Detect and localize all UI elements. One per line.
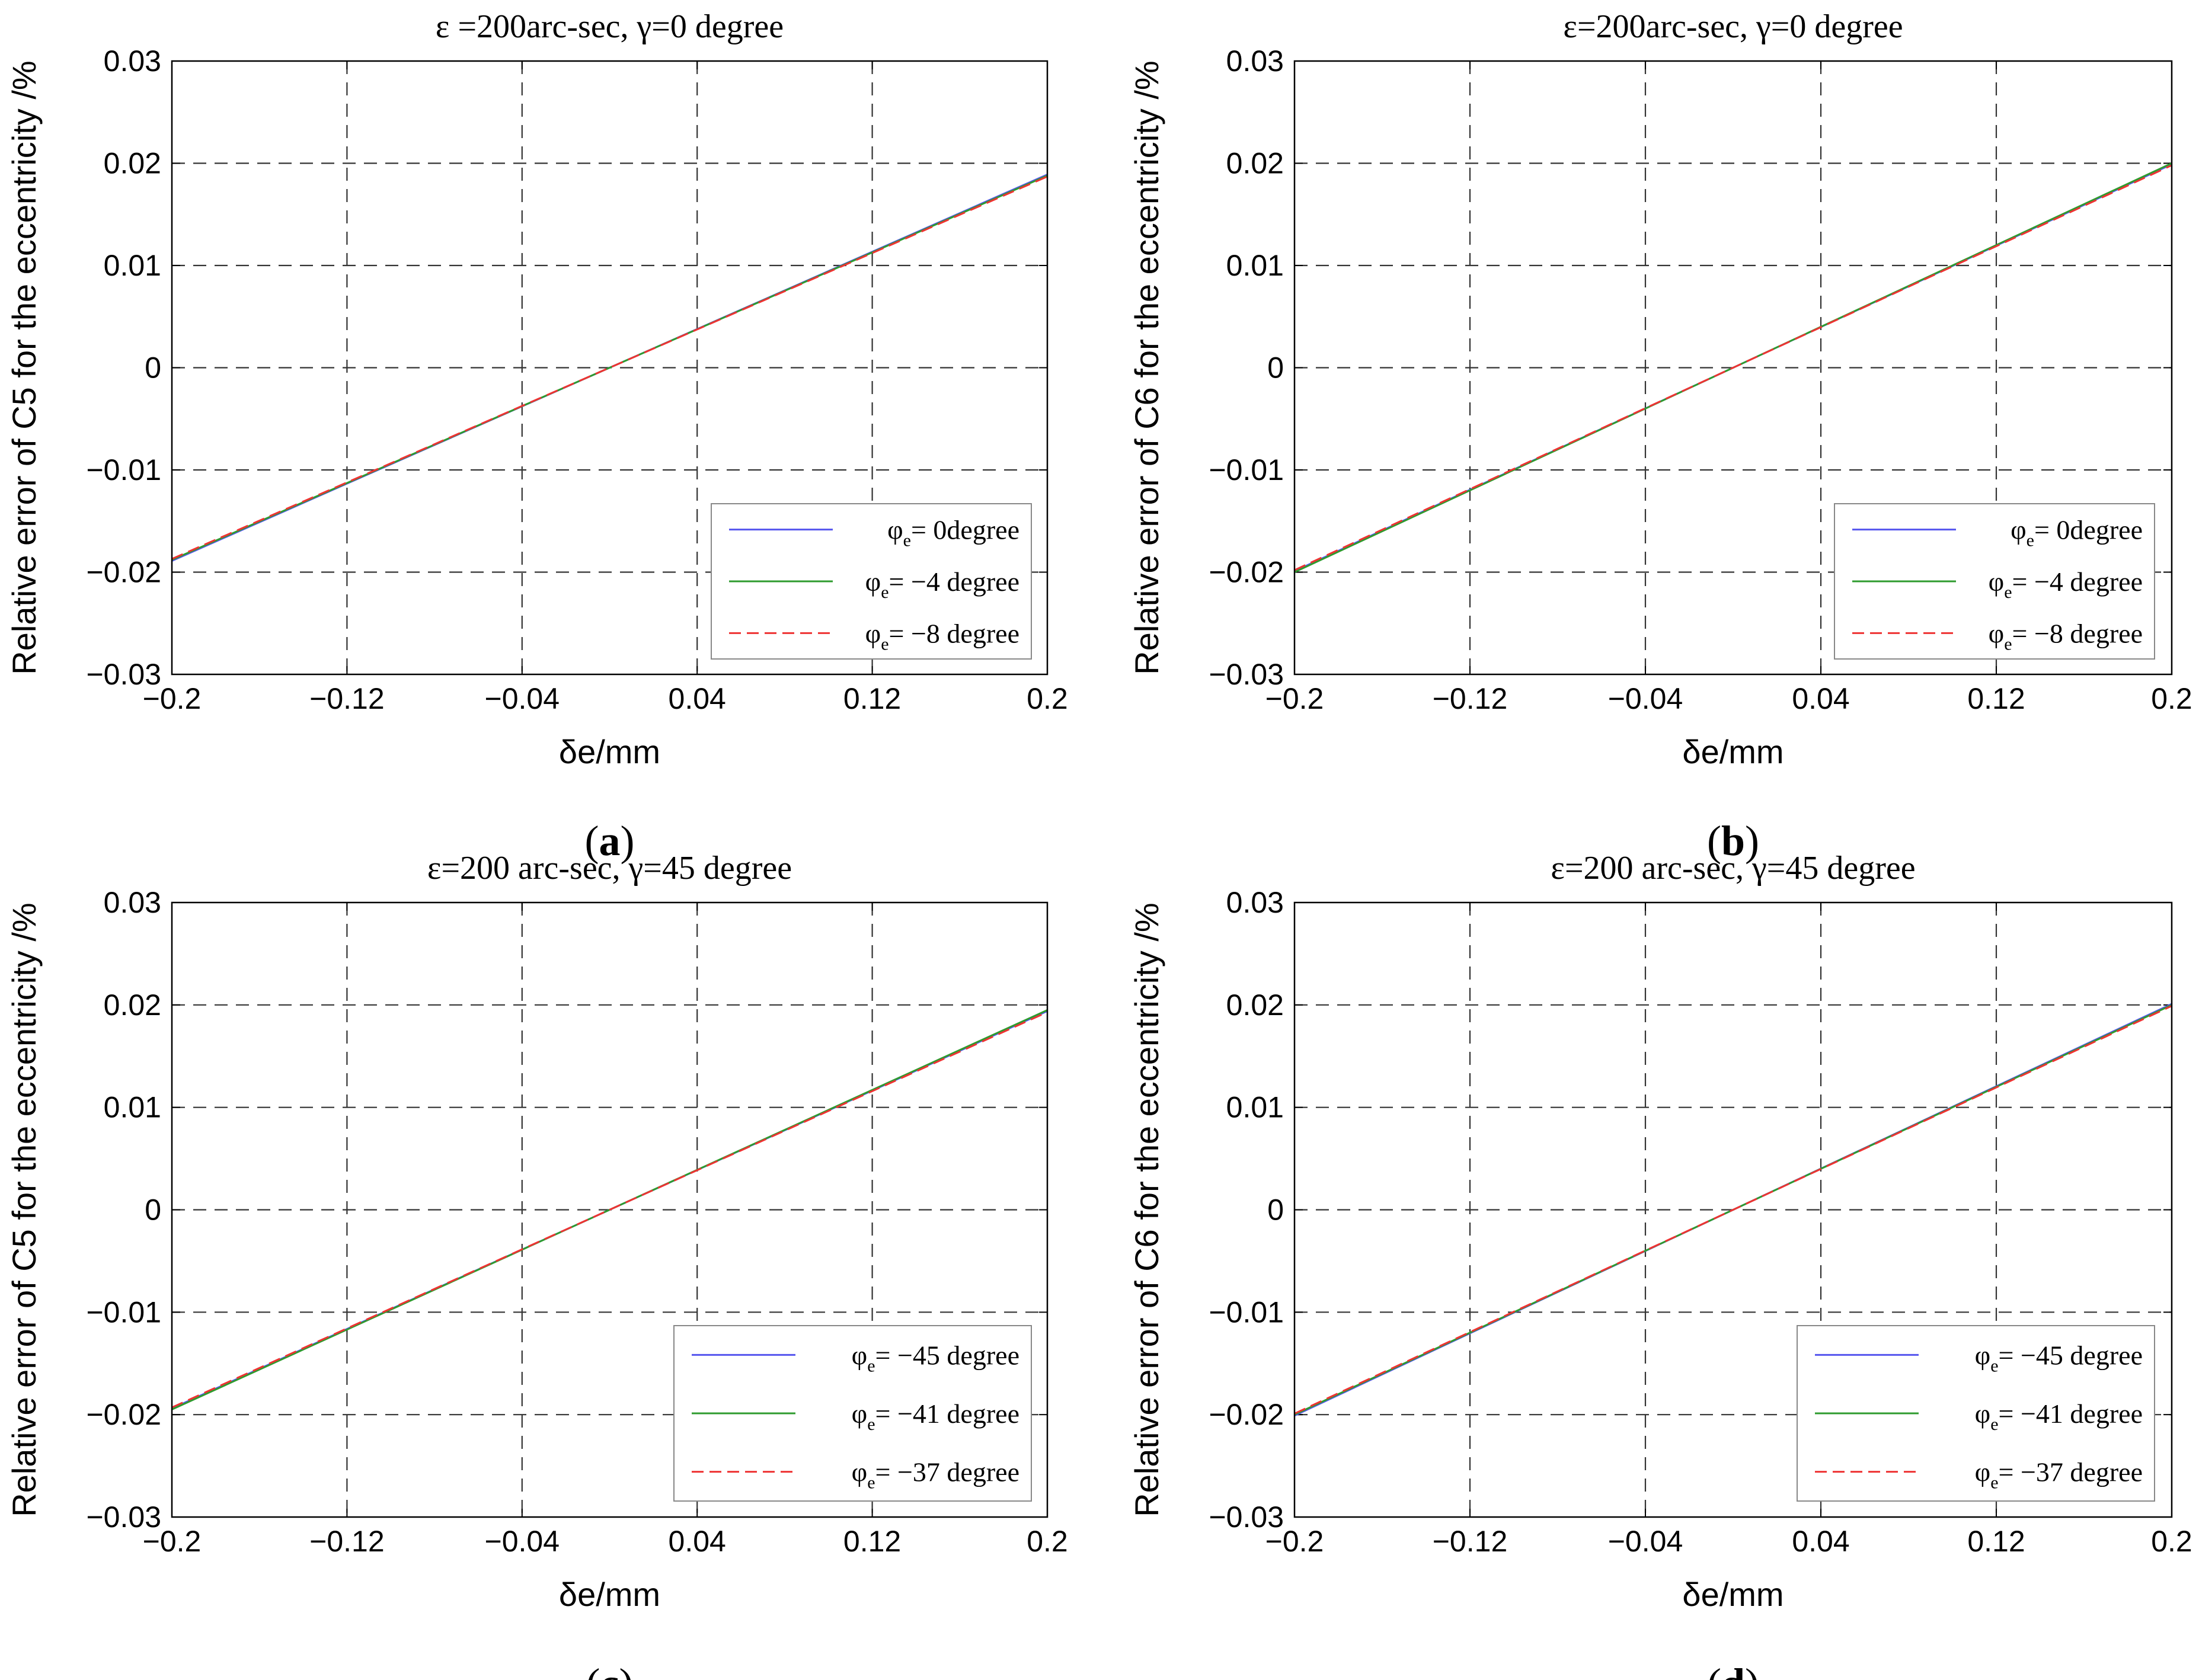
y-tick-label: −0.03 [86, 1500, 161, 1534]
panel-label: (c) [586, 1660, 634, 1680]
legend-entry-2: φe= −4 degree [865, 567, 1019, 602]
y-tick-label: 0.02 [1226, 988, 1284, 1022]
x-tick-label: 0.04 [1792, 1525, 1849, 1558]
y-tick-label: 0.01 [1226, 249, 1284, 282]
y-tick-label: −0.03 [86, 658, 161, 691]
y-tick-label: 0.03 [1226, 44, 1284, 78]
legend-entry-1: φe= 0degree [2011, 515, 2143, 551]
panel-label: (a) [585, 817, 635, 865]
x-tick-label: 0.04 [669, 682, 726, 715]
y-tick-label: 0 [1267, 351, 1284, 385]
y-tick-label: 0.01 [104, 1091, 161, 1124]
panel-d: −0.2 −0.12 −0.04 0.04 0.12 0.2 0.03 0.02 0.01 0 −0… [1128, 850, 2192, 1680]
x-tick-label: −0.2 [1265, 1525, 1324, 1558]
x-axis-label: δe/mm [1682, 733, 1784, 770]
axes-frame [1293, 901, 2173, 1518]
y-axis-label: Relative error of C6 for the eccentricit… [1128, 903, 1165, 1516]
x-tick-label: 0.12 [843, 1525, 901, 1558]
y-tick-label: −0.02 [1209, 556, 1284, 589]
legend: φe= −45 degree φe= −41 degree φe= −37 degr… [673, 1325, 1032, 1502]
y-axis-label: Relative error of C5 for the eccentricit… [5, 60, 43, 674]
x-tick-label: −0.04 [485, 682, 560, 715]
x-tick-label: −0.12 [309, 1525, 385, 1558]
x-tick-label: 0.2 [2151, 682, 2192, 715]
y-tick-label: 0.02 [104, 988, 161, 1022]
legend-entry-1: φe= 0degree [887, 515, 1019, 551]
y-tick-label: 0.01 [1226, 1091, 1284, 1124]
legend-entry-2: φe= −4 degree [1989, 567, 2143, 602]
series-line-3 [1294, 164, 2172, 571]
y-tick-label: −0.01 [86, 453, 161, 487]
x-tick-label: 0.04 [1792, 682, 1849, 715]
y-tick-label: −0.01 [1209, 453, 1284, 487]
y-tick-label: 0.03 [1226, 886, 1284, 919]
legend-entry-2: φe= −41 degree [1975, 1399, 2143, 1434]
y-tick-label: 0.03 [104, 886, 161, 919]
axes-frame [1293, 60, 2173, 676]
axes-frame [171, 901, 1049, 1518]
y-tick-label: 0 [145, 1193, 161, 1227]
legend-entry-3: φe= −37 degree [852, 1457, 1019, 1493]
legend-entry-3: φe= −37 degree [1975, 1457, 2143, 1493]
x-tick-label: −0.12 [309, 682, 385, 715]
y-tick-label: −0.01 [86, 1295, 161, 1329]
y-tick-label: −0.01 [1209, 1295, 1284, 1329]
x-tick-label: 0.2 [1027, 682, 1068, 715]
x-tick-label: −0.2 [1265, 682, 1324, 715]
legend: φe= 0degree φe= −4 degree φe= −8 degree [711, 503, 1032, 660]
chart-title: ε=200 arc-sec, γ=45 degree [1551, 850, 1915, 887]
panel-c: −0.2 −0.12 −0.04 0.04 0.12 0.2 0.03 0.02 0.01 0 −0… [5, 850, 1068, 1680]
legend-entry-3: φe= −8 degree [865, 618, 1019, 654]
chart-title: ε =200arc-sec, γ=0 degree [436, 8, 784, 45]
series-line-3 [1294, 1005, 2172, 1415]
y-axis-label: Relative error of C6 for the eccentricit… [1128, 60, 1165, 674]
y-tick-label: 0.01 [104, 249, 161, 282]
chart-title: ε=200arc-sec, γ=0 degree [1563, 8, 1903, 45]
series-line-2 [171, 174, 1048, 561]
x-tick-label: −0.2 [143, 1525, 202, 1558]
legend: φe= 0degree φe= −4 degree φe= −8 degree [1834, 503, 2155, 660]
panel-label: (d) [1707, 1660, 1759, 1680]
y-tick-label: 0.02 [1226, 147, 1284, 180]
y-tick-label: −0.02 [1209, 1398, 1284, 1431]
legend-entry-1: φe= −45 degree [1975, 1340, 2143, 1375]
x-tick-label: −0.12 [1433, 682, 1508, 715]
x-axis-label: δe/mm [559, 733, 660, 770]
y-tick-label: −0.02 [86, 556, 161, 589]
x-axis-label: δe/mm [559, 1576, 660, 1613]
axes-frame [171, 60, 1049, 676]
x-tick-label: 0.12 [1967, 1525, 2025, 1558]
y-tick-label: −0.02 [86, 1398, 161, 1431]
y-tick-label: 0.03 [104, 44, 161, 78]
legend-entry-3: φe= −8 degree [1989, 618, 2143, 654]
x-tick-label: −0.04 [1608, 682, 1683, 715]
x-tick-label: 0.12 [1967, 682, 2025, 715]
y-tick-label: −0.03 [1209, 658, 1284, 691]
y-tick-label: −0.03 [1209, 1500, 1284, 1534]
series-line-3 [171, 1011, 1048, 1409]
x-tick-label: −0.2 [143, 682, 202, 715]
legend-entry-1: φe= −45 degree [852, 1340, 1019, 1375]
y-tick-label: 0 [145, 351, 161, 385]
x-tick-label: −0.04 [1608, 1525, 1683, 1558]
x-tick-label: 0.04 [669, 1525, 726, 1558]
x-axis-label: δe/mm [1682, 1576, 1784, 1613]
panel-b: −0.2 −0.12 −0.04 0.04 0.12 0.2 0.03 0.02 0.01 0 −0… [1128, 8, 2192, 865]
x-tick-label: 0.2 [2151, 1525, 2192, 1558]
panel-label: (b) [1707, 817, 1759, 865]
y-axis-label: Relative error of C5 for the eccentricit… [5, 903, 43, 1516]
y-tick-label: 0 [1267, 1193, 1284, 1227]
chart-title: ε=200 arc-sec, γ=45 degree [427, 850, 792, 887]
x-tick-label: 0.2 [1027, 1525, 1068, 1558]
legend: φe= −45 degree φe= −41 degree φe= −37 degr… [1797, 1325, 2155, 1502]
x-tick-label: −0.12 [1433, 1525, 1508, 1558]
x-tick-label: 0.12 [843, 682, 901, 715]
y-tick-label: 0.02 [104, 147, 161, 180]
legend-entry-2: φe= −41 degree [852, 1399, 1019, 1434]
panel-a: −0.2 −0.12 −0.04 0.04 0.12 0.2 0.03 0.02 0.01 0 −0… [5, 8, 1068, 865]
x-tick-label: −0.04 [485, 1525, 560, 1558]
